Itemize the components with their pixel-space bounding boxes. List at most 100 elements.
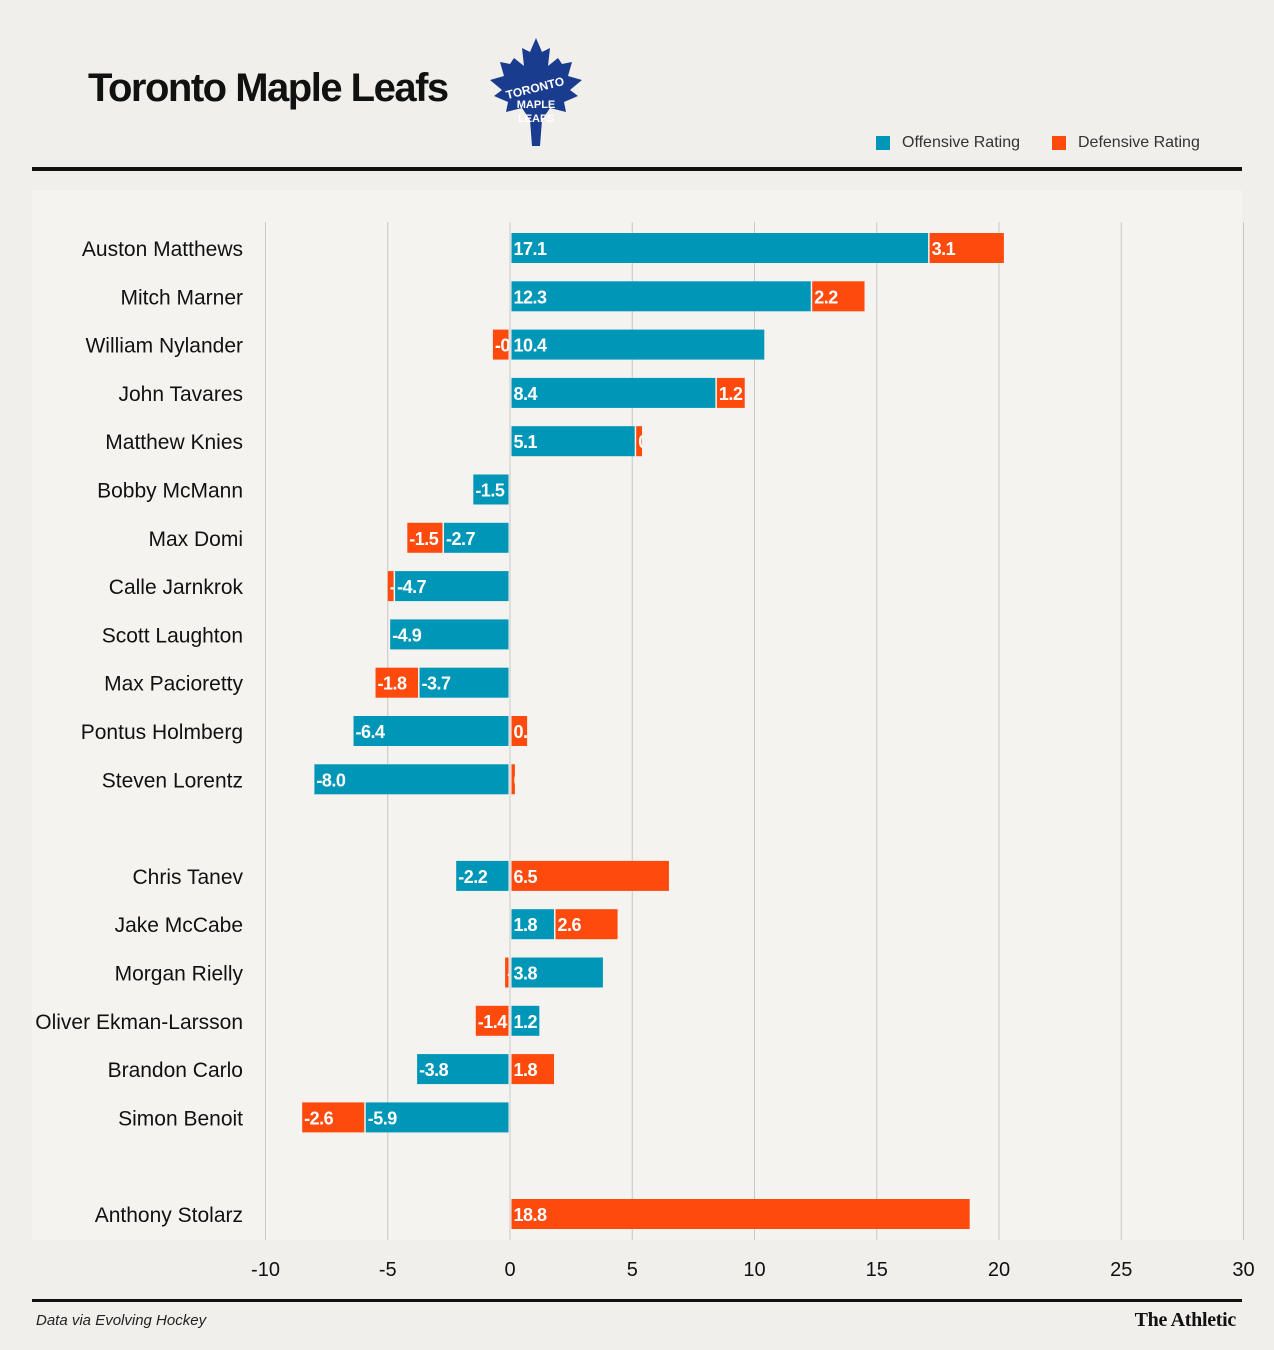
bar-value-label: 1.2 [719, 384, 743, 404]
x-tick-label: -5 [379, 1259, 397, 1281]
bar-value-label: 2.2 [814, 287, 838, 307]
x-tick-label: 25 [1110, 1259, 1132, 1281]
defensive-bar [511, 1054, 555, 1085]
legend-defensive-label: Defensive Rating [1078, 134, 1200, 151]
x-tick-label: -10 [251, 1259, 280, 1281]
bar-value-label: -2.6 [304, 1108, 334, 1128]
bar-value-label: 10.4 [514, 336, 548, 356]
bar-value-label: 6.5 [514, 867, 538, 887]
offensive-bar [473, 474, 509, 505]
svg-text:LEAFS: LEAFS [518, 113, 554, 125]
x-tick-label: 15 [866, 1259, 888, 1281]
bar-value-label: -0.2 [507, 964, 537, 984]
player-label: Max Domi [148, 528, 243, 551]
bar-value-label: 17.1 [514, 239, 548, 259]
x-tick-label: 30 [1232, 1259, 1254, 1281]
bar-value-label: -3.7 [422, 674, 452, 694]
bar-value-label: -1.4 [478, 1012, 508, 1032]
defensive-bar [929, 233, 1004, 263]
player-label: Oliver Ekman-Larsson [35, 1011, 243, 1034]
bar-value-label: -2.2 [458, 867, 488, 887]
player-label: Scott Laughton [102, 624, 243, 647]
offensive-bar [443, 522, 509, 553]
bar-value-label: -8.0 [316, 770, 346, 790]
offensive-bar [511, 1005, 540, 1036]
offensive-bar [314, 764, 509, 795]
defensive-bar [387, 571, 394, 602]
source-note: Data via Evolving Hockey [36, 1312, 207, 1329]
defensive-bar [511, 860, 669, 891]
bar-value-label: 0.7 [514, 722, 538, 742]
x-tick-label: 5 [627, 1259, 638, 1281]
offensive-bar [456, 860, 509, 891]
bar-value-label: -2.7 [446, 529, 476, 549]
defensive-swatch [1052, 136, 1066, 150]
offensive-swatch [876, 136, 890, 150]
offensive-bar [511, 909, 555, 940]
defensive-bar [511, 764, 515, 795]
offensive-bar [365, 1102, 509, 1133]
player-label: Pontus Holmberg [81, 721, 243, 744]
offensive-bar [511, 233, 929, 263]
offensive-bar [390, 619, 509, 650]
player-label: Brandon Carlo [108, 1059, 243, 1082]
offensive-bar [511, 329, 765, 360]
player-label: Jake McCabe [115, 914, 243, 937]
legend: Offensive Rating Defensive Rating [876, 134, 1200, 152]
player-label: Mitch Marner [120, 286, 243, 309]
player-label: Simon Benoit [118, 1107, 243, 1130]
top-rule [32, 167, 1242, 171]
bar-value-label: -0.3 [390, 577, 420, 597]
player-label: Anthony Stolarz [95, 1204, 243, 1227]
defensive-bar [812, 281, 865, 312]
bar-value-label: 5.1 [514, 432, 538, 452]
x-tick-label: 10 [743, 1259, 765, 1281]
defensive-bar [555, 909, 618, 940]
bar-value-label: 0.2 [514, 770, 538, 790]
offensive-bar [419, 667, 509, 698]
bar-value-label: -1.5 [409, 529, 439, 549]
bar-value-label: -4.9 [392, 625, 422, 645]
x-tick-label: 20 [988, 1259, 1010, 1281]
bottom-rule [32, 1299, 1242, 1302]
player-label: John Tavares [118, 383, 243, 406]
legend-offensive-label: Offensive Rating [902, 134, 1020, 151]
bar-value-label: -4.7 [397, 577, 427, 597]
offensive-bar [511, 957, 603, 988]
bar-value-label: 1.8 [514, 915, 538, 935]
bar-value-label: 18.8 [514, 1205, 548, 1225]
player-label: Chris Tanev [133, 866, 244, 889]
bar-value-label: 8.4 [514, 384, 538, 404]
defensive-bar [505, 957, 509, 988]
player-label: William Nylander [85, 335, 243, 358]
bar-value-label: 1.2 [514, 1012, 538, 1032]
legend-offensive: Offensive Rating [876, 134, 1020, 152]
defensive-bar [511, 716, 528, 746]
bar-value-label: -1.5 [475, 481, 505, 501]
player-label: Auston Matthews [82, 238, 243, 261]
player-label: Bobby McMann [97, 480, 243, 503]
player-label: Max Pacioretty [104, 673, 243, 696]
bar-value-label: 12.3 [514, 287, 548, 307]
bar-value-label: 3.1 [932, 239, 956, 259]
bar-value-label: -5.9 [368, 1108, 398, 1128]
player-label: Calle Jarnkrok [109, 576, 244, 599]
offensive-bar [395, 571, 509, 602]
player-label: Matthew Knies [105, 431, 243, 454]
bar-value-label: 1.8 [514, 1060, 538, 1080]
x-tick-label: 0 [504, 1259, 515, 1281]
defensive-bar [511, 1199, 970, 1229]
defensive-bar [475, 1005, 509, 1036]
defensive-bar [492, 329, 509, 360]
defensive-bar [375, 667, 419, 698]
offensive-bar [417, 1054, 509, 1085]
svg-text:MAPLE: MAPLE [517, 99, 556, 111]
player-label: Morgan Rielly [115, 963, 244, 986]
bar-value-label: -0.7 [495, 336, 525, 356]
maple-leafs-logo-icon: TORONTO MAPLE LEAFS [490, 38, 582, 146]
bar-chart: -10 -5 0 5 10 15 20 25 30 Auston Matthews 17.1 3.1 M… [35, 222, 1255, 1281]
bar-value-label: 0.3 [638, 432, 662, 452]
offensive-bar [353, 716, 509, 746]
chart-title: Toronto Maple Leafs [88, 66, 449, 110]
defensive-bar [636, 426, 643, 457]
